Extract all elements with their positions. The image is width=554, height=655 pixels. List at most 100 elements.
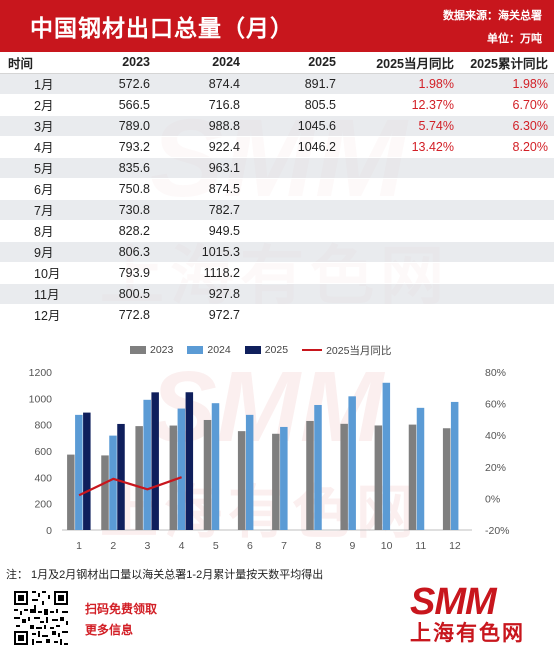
y-right-tick-label: 80% (485, 367, 506, 379)
header-banner: 中国钢材出口总量（月） 数据来源：海关总署 单位：万吨 (0, 0, 554, 52)
column-header: 2025当月同比 (342, 52, 460, 74)
x-tick-label: 4 (179, 540, 185, 552)
table-cell: 772.8 (110, 304, 156, 326)
table-cell (460, 178, 554, 200)
smm-logo: SMM 上海有色网 (410, 583, 550, 651)
table-cell: 716.8 (156, 94, 246, 116)
table-cell (460, 241, 554, 263)
table-cell (246, 199, 342, 221)
table-cell: 800.5 (110, 283, 156, 305)
table-cell: 1.98% (342, 73, 460, 95)
legend-label: 2023 (150, 344, 174, 356)
table-cell: 805.5 (246, 94, 342, 116)
table-cell (342, 283, 460, 305)
x-tick-label: 9 (349, 540, 355, 552)
x-tick-label: 5 (213, 540, 219, 552)
legend-swatch (244, 346, 261, 354)
column-header: 2023 (110, 52, 156, 74)
y-left-tick-label: 800 (34, 420, 52, 432)
table-cell: 10月 (0, 262, 110, 284)
y-right-tick-label: 40% (485, 430, 506, 442)
bar-2025 (151, 392, 159, 530)
y-right-tick-label: -20% (485, 525, 510, 537)
bar-2024 (177, 408, 186, 530)
logo-latin: SMM (410, 581, 497, 623)
table-cell: 12月 (0, 304, 110, 326)
legend-label: 2025当月同比 (326, 344, 392, 357)
table-cell (342, 262, 460, 284)
table-cell: 806.3 (110, 241, 156, 263)
table-header-row: 时间 2023 2024 2025 2025当月同比 2025累计同比 (0, 52, 554, 74)
legend-item-2023: 2023 (130, 344, 173, 356)
table-cell: 835.6 (110, 157, 156, 179)
bar-2023 (272, 433, 280, 530)
y-left-tick-label: 0 (46, 525, 52, 537)
table-cell: 782.7 (156, 199, 246, 221)
x-tick-label: 3 (144, 540, 150, 552)
table-body: 1月 572.6 874.4 891.7 1.98% 1.98% 2月 566.5 716.8 8… (0, 73, 554, 326)
table-cell: 3月 (0, 115, 110, 137)
y-right-tick-label: 60% (485, 399, 506, 411)
logo-cn: 上海有色网 (410, 622, 525, 645)
export-bar-chart: 0 200 400 600 800 1000 1200 -20% 0% 20% 40% 60% 80% 1… (29, 367, 510, 552)
bar-2024 (245, 414, 254, 530)
legend-label: 2024 (207, 344, 231, 356)
x-tick-label: 1 (76, 540, 82, 552)
qr-code-icon[interactable] (12, 589, 70, 647)
bar-2024 (348, 396, 356, 530)
table-cell (246, 304, 342, 326)
legend-label: 2025 (264, 344, 289, 356)
table-cell: 9月 (0, 241, 110, 263)
column-header: 2025 (246, 52, 342, 74)
table-cell: 6.70% (460, 94, 554, 116)
chart-legend: 2023 2024 2025 2025当月同比 (130, 343, 405, 357)
table-cell: 1015.3 (156, 241, 246, 263)
bar-2023 (374, 425, 383, 530)
bar-2024 (382, 382, 391, 530)
table-cell: 963.1 (156, 157, 246, 179)
footnote: 注： 1月及2月钢材出口量以海关总署1-2月累计量按天数平均得出 (6, 569, 324, 581)
table-cell: 8月 (0, 220, 110, 242)
table-cell: 750.8 (110, 178, 156, 200)
table-cell: 972.7 (156, 304, 246, 326)
scan-cta-text[interactable]: 扫码免费领取 (85, 602, 158, 616)
bar-2024 (143, 399, 151, 530)
y-left-tick-label: 200 (34, 499, 52, 511)
table-row: 2月 566.5 716.8 805.5 12.37% 6.70% (0, 94, 554, 116)
bar-2023 (135, 426, 143, 530)
bar-2025 (185, 392, 194, 530)
table-cell: 874.4 (156, 73, 246, 95)
y-right-tick-label: 0% (485, 493, 500, 505)
x-tick-label: 10 (381, 540, 393, 552)
legend-swatch (130, 346, 146, 354)
table-cell (246, 220, 342, 242)
table-cell (246, 262, 342, 284)
table-row: 9月 806.3 1015.3 (0, 241, 554, 263)
table-cell: 793.2 (110, 136, 156, 158)
table-cell: 988.8 (156, 115, 246, 137)
table-row: 7月 730.8 782.7 (0, 199, 554, 221)
table-row: 11月 800.5 927.8 (0, 283, 554, 305)
table-cell (460, 220, 554, 242)
table-cell: 949.5 (156, 220, 246, 242)
table-cell: 922.4 (156, 136, 246, 158)
table-cell: 1045.6 (246, 115, 342, 137)
table-row: 10月 793.9 1118.2 (0, 262, 554, 284)
more-info-text[interactable]: 更多信息 (85, 623, 134, 637)
column-header: 时间 (0, 52, 110, 74)
bar-2023 (442, 428, 451, 530)
table-cell (460, 262, 554, 284)
table-cell (460, 304, 554, 326)
table-cell (342, 241, 460, 263)
legend-item-2025: 2025 (244, 344, 289, 356)
table-cell (246, 283, 342, 305)
table-cell (246, 178, 342, 200)
legend-line-swatch (302, 349, 323, 351)
table-cell: 1.98% (460, 73, 554, 95)
table-cell: 1月 (0, 73, 110, 95)
bar-2023 (340, 423, 348, 530)
y-left-tick-label: 1200 (29, 367, 53, 379)
x-tick-label: 2 (110, 540, 116, 552)
table-cell: 828.2 (110, 220, 156, 242)
table-cell (342, 178, 460, 200)
